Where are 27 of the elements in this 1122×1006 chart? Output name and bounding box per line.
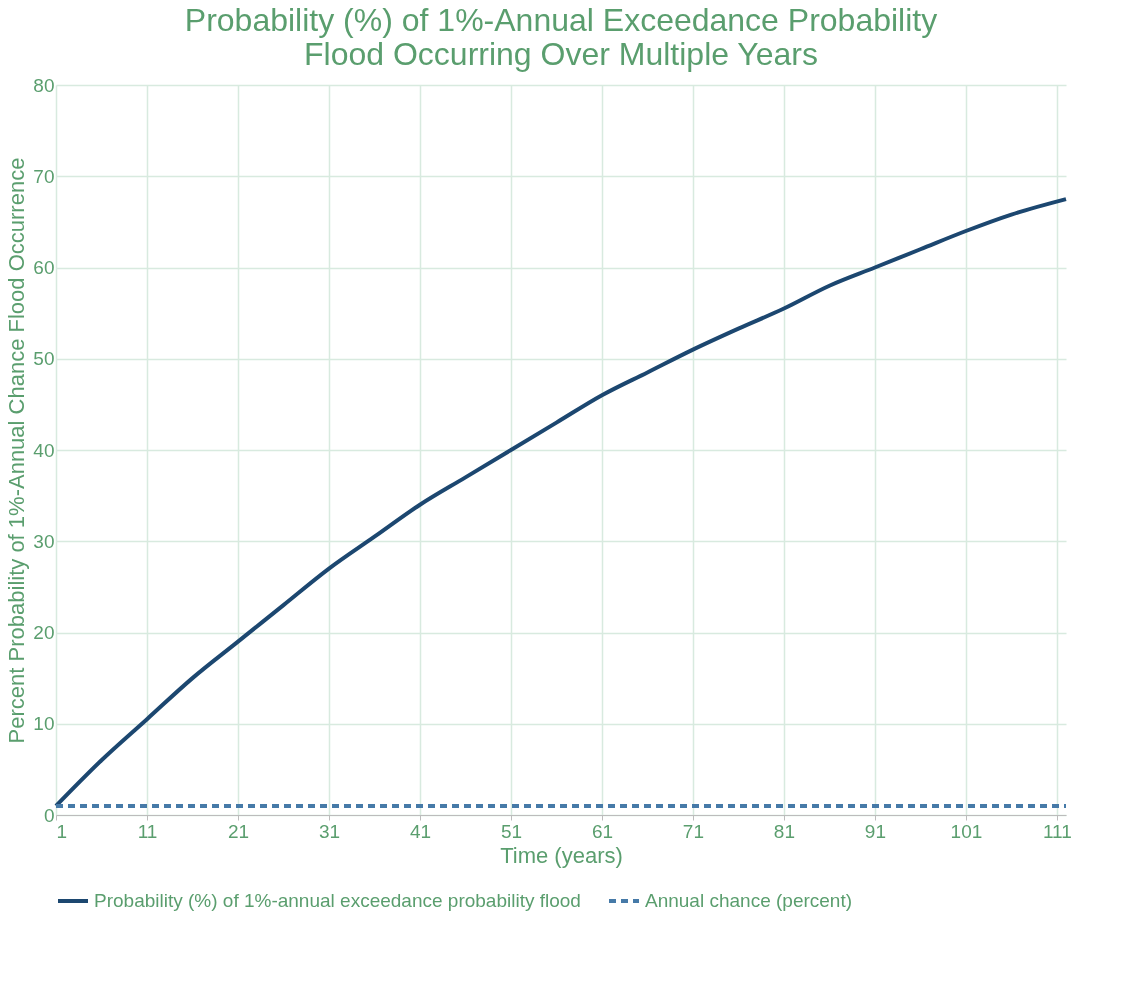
x-tick-label: 21 <box>227 820 250 842</box>
chart-title: Probability (%) of 1%-Annual Exceedance Probability <box>184 2 938 38</box>
x-tick-label: 71 <box>682 820 705 842</box>
x-tick-label: 1 <box>56 820 68 842</box>
y-tick-label: 30 <box>33 530 55 552</box>
x-tick-label: 91 <box>864 820 886 842</box>
x-tick-label: 51 <box>500 820 523 842</box>
y-tick-label: 40 <box>33 439 55 461</box>
x-tick-label: 31 <box>318 820 341 842</box>
x-tick-label: 81 <box>773 820 795 842</box>
y-tick-label: 50 <box>33 348 55 370</box>
y-tick-label: 20 <box>33 622 55 643</box>
x-tick-label: 101 <box>950 820 983 842</box>
x-tick-label: 41 <box>409 820 432 842</box>
x-tick-label: 111 <box>1042 820 1072 842</box>
legend-label: Annual chance (percent) <box>645 890 853 911</box>
y-tick-label: 80 <box>33 74 55 96</box>
x-axis-title: Time (years) <box>500 842 623 868</box>
legend-label: Probability (%) of 1%-annual exceedance probability flood <box>94 890 581 911</box>
y-axis-title: Percent Probability of 1%-Annual Chance Flood Occurrence <box>4 157 30 744</box>
y-tick-label: 0 <box>43 804 55 826</box>
x-tick-label: 11 <box>137 820 158 842</box>
line-series <box>54 197 1068 808</box>
x-tick-label: 61 <box>591 820 614 842</box>
y-tick-label: 60 <box>33 257 55 278</box>
y-tick-label: 10 <box>33 713 55 735</box>
y-tick-label: 70 <box>33 165 55 187</box>
